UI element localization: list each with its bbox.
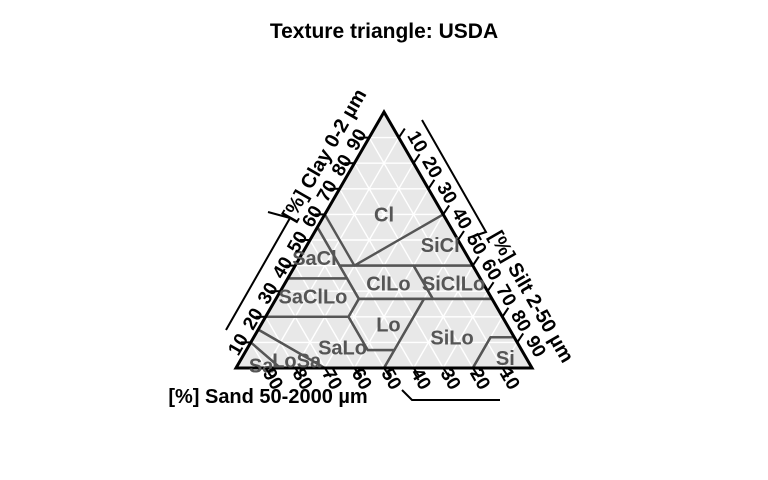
sand-tick-mark (501, 367, 510, 378)
sand-tick-mark (264, 367, 273, 378)
sand-tick-mark (294, 367, 303, 378)
silt-tick-mark (501, 307, 510, 318)
grid-line-silt (324, 188, 430, 369)
sand-tick-mark (353, 367, 362, 378)
grid-line-silt (501, 342, 518, 369)
silt-tick-mark (427, 179, 436, 190)
class-label-sacl: SaCl (292, 248, 336, 270)
grid-line-sand (250, 342, 267, 369)
sand-tick-mark (442, 367, 451, 378)
class-label-salo: SaLo (318, 338, 367, 360)
chart-title: Texture triangle: USDA (270, 20, 498, 43)
axis-arrows (225, 119, 500, 401)
class-label-silo: SiLo (430, 327, 473, 349)
class-label-losa: LoSa (272, 350, 322, 372)
sand-tick-mark (323, 367, 332, 378)
silt-tick-mark (471, 256, 480, 267)
class-label-sicllo: SiClLo (422, 274, 485, 296)
class-label-cl: Cl (374, 204, 394, 226)
class-labels: Cl SiCl SaCl SiClLo ClLo SaClLo Lo SiLo Si SaLoLo… (249, 204, 515, 377)
grid-line-sand (279, 290, 326, 369)
class-label-sacllo: SaClLo (279, 286, 348, 308)
grid-line-silt (412, 265, 474, 369)
silt-tick-mark (397, 128, 406, 139)
silt-axis-arrow (421, 119, 488, 239)
silt-tick-mark (516, 332, 525, 343)
sand-axis-arrow (401, 389, 500, 401)
silt-tick-mark (412, 153, 421, 164)
class-label-sicl: SiCl (421, 235, 460, 257)
grid-line-sand (338, 188, 444, 369)
class-label-cllo: ClLo (366, 274, 410, 296)
sand-axis-label: [%] Sand 50-2000 µm (168, 386, 367, 408)
silt-tick-mark (442, 204, 451, 215)
silt-tick-mark (486, 281, 495, 292)
grid-line-sand (368, 137, 504, 369)
class-label-si: Si (496, 348, 515, 370)
class-label-lo: Lo (376, 314, 400, 336)
clay-axis-arrow (225, 211, 292, 331)
sand-tick-mark (471, 367, 480, 378)
silt-tick-mark (457, 230, 465, 241)
grid-line-silt (442, 290, 489, 369)
sand-tick-mark (412, 367, 421, 378)
grid-line-sand (309, 239, 385, 369)
sand-tick-mark (383, 367, 391, 378)
